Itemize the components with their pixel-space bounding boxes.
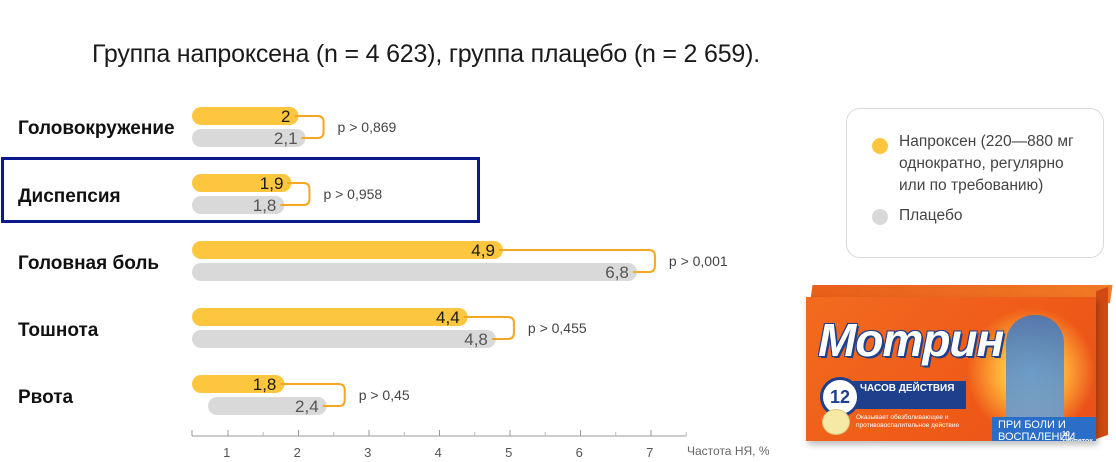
x-tick-label-5: 5	[505, 445, 512, 460]
product-box-side	[1096, 286, 1108, 440]
category-label-dyspepsia: Диспепсия	[18, 186, 121, 207]
value-label-placebo-vomiting: 2,4	[295, 397, 319, 416]
product-brand: Мотрин	[818, 314, 1004, 366]
bar-placebo-dizziness	[192, 129, 306, 147]
value-label-naproxen-dyspepsia: 1,9	[260, 174, 284, 193]
hours-band: ЧАСОВ ДЕЙСТВИЯ	[846, 381, 966, 409]
x-tick-label-6: 6	[576, 445, 583, 460]
bracket-dizziness	[294, 115, 325, 139]
product-box-front: Мотрин ЧАСОВ ДЕЙСТВИЯ 12 Оказывает обезб…	[806, 297, 1096, 441]
value-label-naproxen-nausea: 4,4	[436, 308, 460, 327]
highlight-box	[1, 157, 480, 223]
product-box: Мотрин ЧАСОВ ДЕЙСТВИЯ 12 Оказывает обезб…	[806, 285, 1113, 443]
bar-placebo-headache	[192, 263, 637, 281]
x-tick-label-1: 1	[223, 445, 230, 460]
value-label-placebo-dyspepsia: 1,8	[253, 196, 277, 215]
category-label-headache: Головная боль	[18, 253, 160, 274]
product-description: Оказывает обезболивающее и противовоспал…	[856, 414, 960, 429]
category-label-dizziness: Головокружение	[18, 118, 175, 139]
legend-label-placebo: Плацебо	[899, 207, 963, 224]
p-value-headache: p > 0,001	[669, 253, 728, 269]
value-label-naproxen-headache: 4,9	[471, 241, 495, 260]
bar-naproxen-dyspepsia	[192, 174, 292, 192]
legend-swatch-placebo	[872, 209, 888, 225]
human-silhouette-icon	[1006, 315, 1064, 435]
category-label-nausea: Тошнота	[18, 320, 99, 341]
value-label-naproxen-vomiting: 1,8	[253, 375, 277, 394]
x-tick-label-2: 2	[294, 445, 301, 460]
indication-band: ПРИ БОЛИ И ВОСПАЛЕНИИ	[992, 417, 1096, 441]
x-axis-caption: Частота НЯ, %	[687, 444, 770, 458]
p-value-dyspepsia: p > 0,958	[323, 186, 382, 202]
legend: Напроксен (220—880 мг однократно, регуля…	[846, 108, 1104, 258]
tablet-icon	[822, 409, 850, 435]
bar-naproxen-dizziness	[192, 107, 299, 125]
category-label-vomiting: Рвота	[18, 387, 74, 408]
x-tick-label-7: 7	[646, 445, 653, 460]
bracket-nausea	[463, 316, 515, 340]
bracket-vomiting	[280, 383, 346, 407]
bar-naproxen-nausea	[192, 308, 468, 326]
legend-swatch-naproxen	[872, 138, 888, 154]
value-label-placebo-headache: 6,8	[605, 263, 629, 282]
p-value-vomiting: p > 0,45	[359, 387, 410, 403]
x-tick-label-3: 3	[364, 445, 371, 460]
tablet-count: 10 таблеток	[1062, 431, 1093, 441]
bracket-headache	[498, 249, 656, 273]
value-label-placebo-dizziness: 2,1	[274, 129, 298, 148]
bar-naproxen-vomiting	[192, 375, 285, 393]
value-label-placebo-nausea: 4,8	[464, 330, 488, 349]
bar-placebo-nausea	[192, 330, 496, 348]
bracket-dyspepsia	[280, 182, 311, 206]
x-tick-label-4: 4	[435, 445, 442, 460]
p-value-dizziness: p > 0,869	[338, 119, 397, 135]
bar-placebo-vomiting	[208, 397, 327, 415]
chart-title: Группа напроксена (n = 4 623), группа пл…	[92, 40, 760, 68]
bar-placebo-dyspepsia	[192, 196, 285, 214]
legend-label-naproxen: Напроксен (220—880 мг однократно, регуля…	[899, 133, 1074, 194]
p-value-nausea: p > 0,455	[528, 320, 587, 336]
bar-naproxen-headache	[192, 241, 503, 259]
value-label-naproxen-dizziness: 2	[281, 107, 290, 126]
